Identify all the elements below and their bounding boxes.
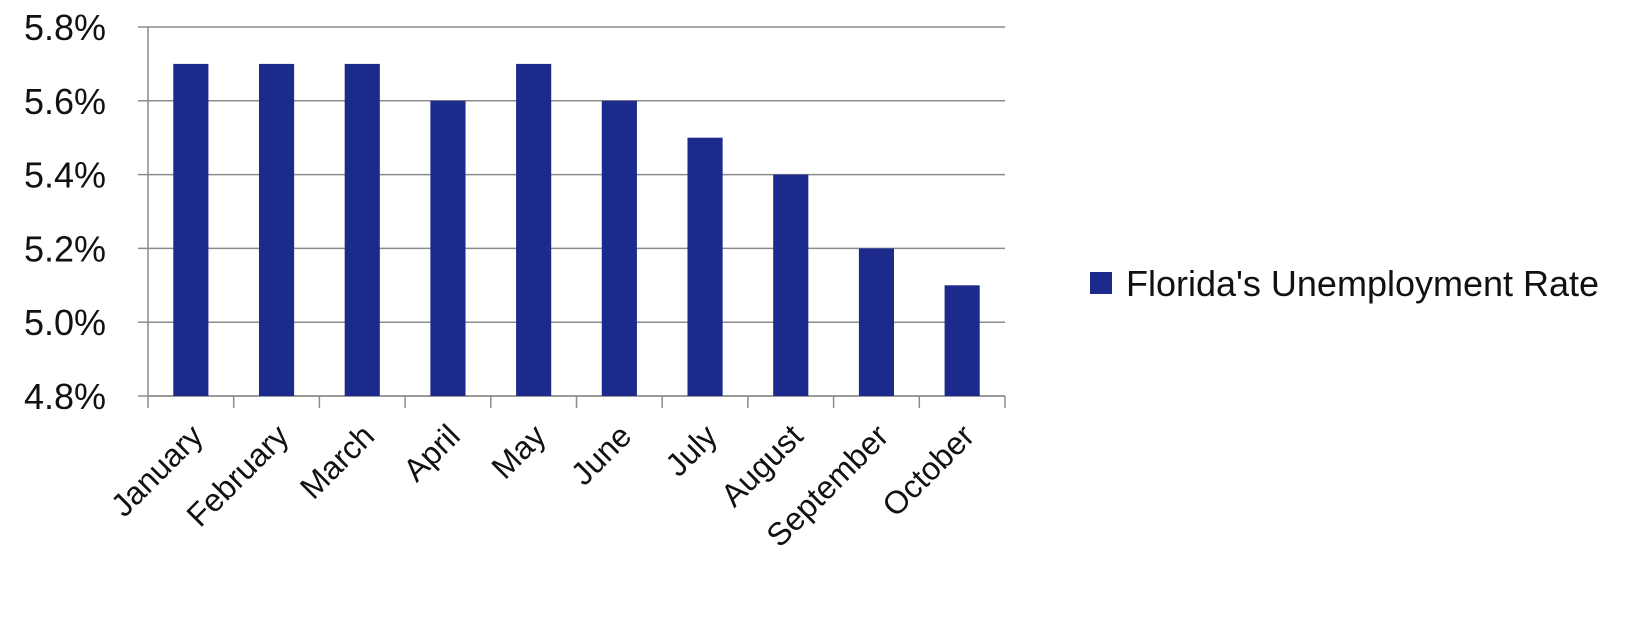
y-tick-label: 5.6%	[24, 81, 106, 122]
legend-swatch	[1090, 272, 1112, 294]
bar	[944, 285, 980, 396]
bar	[687, 137, 723, 396]
x-category-label: October	[875, 417, 981, 523]
bar	[173, 63, 209, 397]
x-category-label: June	[564, 417, 639, 492]
bar	[601, 100, 637, 397]
bar	[258, 63, 295, 397]
bar	[430, 100, 466, 397]
legend: Florida's Unemployment Rate	[1090, 262, 1620, 306]
y-tick-label: 4.8%	[24, 376, 106, 417]
bar	[858, 248, 895, 396]
bar	[516, 63, 552, 397]
x-category-label: April	[396, 417, 467, 488]
bar	[344, 63, 380, 397]
y-tick-label: 5.0%	[24, 302, 106, 343]
y-tick-label: 5.8%	[24, 7, 106, 48]
bar	[773, 174, 809, 396]
y-tick-label: 5.2%	[24, 228, 106, 269]
x-category-label: May	[484, 417, 552, 485]
x-category-label: March	[293, 417, 381, 505]
x-category-label: July	[658, 417, 724, 483]
legend-label: Florida's Unemployment Rate	[1126, 263, 1600, 304]
y-tick-label: 5.4%	[24, 155, 106, 196]
